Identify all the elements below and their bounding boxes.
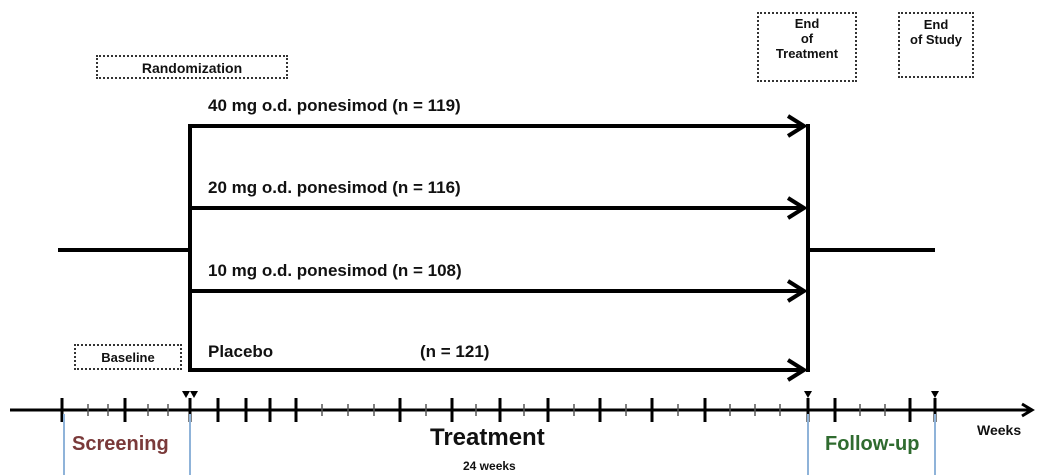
screening-label: Screening	[72, 433, 169, 455]
end-of-treatment-line1: End	[794, 16, 820, 31]
arm-dose: Placebo	[208, 342, 274, 361]
treatment-duration-label: 24 weeks	[463, 459, 516, 473]
end-of-study-box: End of Study	[898, 12, 974, 78]
end-of-treatment-box: End of Treatment	[757, 12, 857, 82]
arm-arrow-20mg	[190, 196, 808, 220]
arm-dose: 40 mg o.d. ponesimod	[208, 96, 388, 115]
end-of-treatment-line3: Treatment	[775, 45, 839, 61]
randomization-box: Randomization	[96, 55, 288, 79]
end-of-treatment-marker	[804, 391, 812, 398]
arm-label-10mg: 10 mg o.d. ponesimod (n = 108)	[208, 261, 462, 281]
baseline-label: Baseline	[101, 350, 155, 365]
end-of-study-line1: End	[923, 17, 949, 32]
arm-label-40mg: 40 mg o.d. ponesimod (n = 119)	[208, 96, 461, 116]
weeks-axis-label: Weeks	[977, 422, 1022, 438]
baseline-marker	[182, 391, 190, 398]
arm-arrow-placebo	[190, 358, 808, 382]
arm-dose: 10 mg o.d. ponesimod	[208, 261, 388, 280]
arm-arrow-10mg	[190, 279, 808, 303]
arm-arrow-40mg	[190, 114, 808, 138]
timeline-axis	[10, 398, 1035, 422]
arm-dose: 20 mg o.d. ponesimod	[208, 178, 388, 197]
end-of-study-marker	[931, 391, 939, 398]
treatment-label: Treatment	[430, 424, 545, 451]
end-of-study-line2: of Study	[910, 31, 962, 47]
end-of-treatment-line2: of	[800, 30, 814, 46]
arm-n: (n = 116)	[392, 178, 461, 197]
arm-n: (n = 108)	[392, 261, 462, 280]
arm-label-placebo: Placebo	[208, 342, 273, 362]
followup-label: Follow-up	[825, 433, 920, 455]
arm-n: (n = 119)	[392, 96, 461, 115]
baseline-box: Baseline	[74, 344, 182, 370]
randomization-marker	[190, 391, 198, 398]
arm-n-placebo: (n = 121)	[420, 342, 490, 361]
arm-label-20mg: 20 mg o.d. ponesimod (n = 116)	[208, 178, 461, 198]
randomization-label: Randomization	[141, 60, 243, 76]
